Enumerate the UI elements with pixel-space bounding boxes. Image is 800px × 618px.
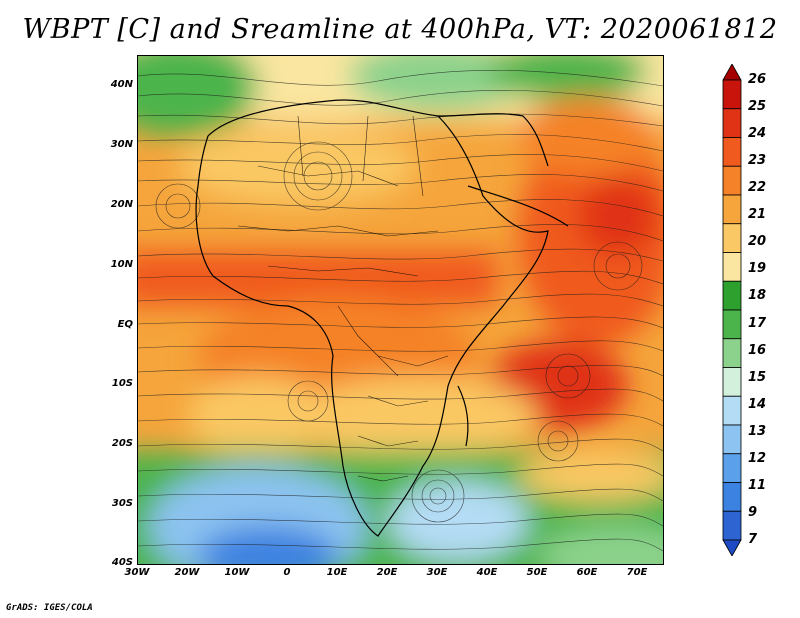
lon-label-50e: 50E (526, 567, 548, 578)
colorbar-label: 21 (748, 207, 767, 223)
colorbar-segment (722, 165, 742, 196)
colorbar-segment (722, 453, 742, 483)
colorbar-segment (722, 194, 742, 225)
colorbar-label: 22 (748, 180, 767, 196)
colorbar-label: 14 (748, 396, 767, 412)
colorbar-segment (722, 252, 742, 282)
lat-label-20s: 20S (111, 438, 133, 449)
lon-label-10e: 10E (326, 567, 348, 578)
colorbar-label: 25 (748, 99, 767, 115)
colorbar-label: 26 (748, 72, 767, 87)
colorbar-segment (722, 367, 742, 397)
colorbar-label: 15 (748, 369, 767, 385)
colorbar-label: 11 (748, 477, 767, 493)
colorbar-label: 19 (748, 261, 767, 277)
map-plot-area (137, 55, 664, 565)
coastlines (195, 99, 569, 537)
lon-label-0: 0 (283, 567, 291, 578)
lon-label-70e: 70E (626, 567, 648, 578)
colorbar-segment (722, 79, 742, 110)
colorbar-label: 7 (748, 532, 758, 547)
colorbar-top-arrow (722, 63, 742, 81)
colorbar-segment (722, 510, 742, 541)
lat-label-40s: 40S (111, 557, 133, 568)
colorbar-label: 13 (748, 423, 767, 439)
colorbar-segment (722, 395, 742, 426)
colorbar-bottom-arrow (722, 539, 742, 557)
lon-label-60e: 60E (576, 567, 598, 578)
wbpt-map (138, 56, 663, 564)
lon-label-20w: 20W (174, 567, 200, 578)
lon-label-30w: 30W (124, 567, 150, 578)
colorbar-label: 18 (748, 288, 767, 304)
colorbar-label: 20 (748, 234, 767, 250)
colorbar-label: 17 (748, 315, 767, 331)
lat-label-10s: 10S (111, 378, 133, 389)
chart-title: WBPT [C] and Sreamline at 400hPa, VT: 20… (22, 14, 778, 45)
colorbar (722, 63, 742, 557)
colorbar-label: 12 (748, 450, 767, 466)
colorbar-segment (722, 338, 742, 368)
colorbar-label: 16 (748, 342, 767, 358)
lon-label-30e: 30E (426, 567, 448, 578)
colorbar-label: 9 (748, 504, 758, 520)
lon-label-10w: 10W (224, 567, 250, 578)
colorbar-label: 23 (748, 153, 767, 169)
lat-label-eq: EQ (117, 319, 133, 330)
colorbar-segment (722, 424, 742, 455)
colorbar-label: 24 (748, 126, 767, 142)
field-shading (138, 56, 663, 564)
country-borders (237, 115, 449, 482)
lat-label-10n: 10N (110, 259, 133, 270)
lat-label-30n: 30N (110, 139, 133, 150)
colorbar-svg (722, 63, 742, 557)
lat-label-30s: 30S (111, 498, 133, 509)
lat-label-40n: 40N (110, 79, 133, 90)
streamlines (138, 70, 663, 552)
lon-label-20e: 20E (376, 567, 398, 578)
colorbar-segment (722, 280, 742, 311)
colorbar-segment (722, 482, 742, 512)
lon-label-40e: 40E (476, 567, 498, 578)
colorbar-segment (722, 137, 742, 167)
colorbar-segment (722, 108, 742, 138)
colorbar-segment (722, 309, 742, 340)
grads-credit: GrADS: IGES/COLA (6, 603, 93, 613)
colorbar-segment (722, 223, 742, 253)
lat-label-20n: 20N (110, 199, 133, 210)
